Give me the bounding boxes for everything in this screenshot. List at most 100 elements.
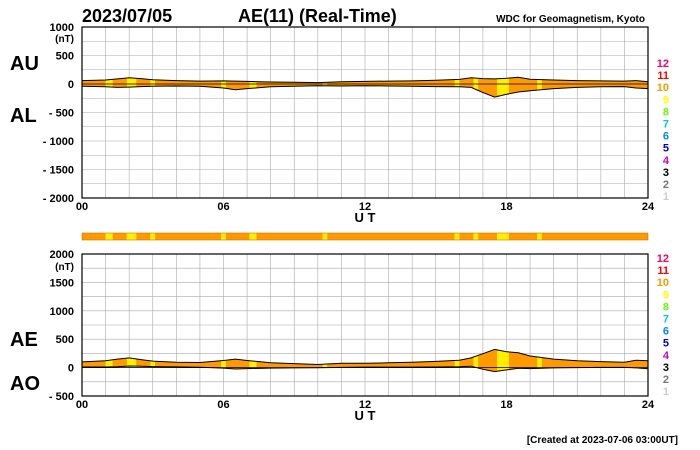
activity-strip-segment: [150, 233, 156, 240]
bottom-panel-x-tick-label: 18: [500, 399, 512, 411]
top-panel-band-highlight: [221, 80, 226, 88]
unit-label-bottom: (nT): [55, 262, 74, 273]
top-scale-label: 3: [663, 167, 669, 179]
bottom-panel-series-line-ao: [82, 365, 649, 373]
ao-label: AO: [10, 373, 40, 395]
bottom-scale-label: 12: [657, 253, 669, 265]
top-panel-band-highlight: [150, 79, 156, 87]
top-panel-y-tick-label: 500: [56, 51, 74, 63]
top-panel-x-tick-label: 00: [76, 201, 88, 213]
top-panel-y-tick-label: 0: [68, 79, 74, 91]
top-panel-series-line-au: [81, 76, 649, 84]
top-scale-label: 5: [663, 143, 669, 155]
activity-strip-segment: [537, 233, 542, 240]
top-panel-band-highlight: [249, 81, 257, 89]
top-panel-y-tick-label: - 2000: [43, 193, 74, 205]
bottom-panel-band-highlight: [105, 360, 113, 367]
bottom-panel-frame: [81, 253, 649, 397]
bottom-scale-label: 2: [663, 374, 669, 386]
unit-label-top: (nT): [55, 34, 74, 45]
bottom-scale-label: 10: [657, 277, 669, 289]
bottom-panel-y-tick-label: 0: [68, 363, 74, 375]
top-panel-y-tick-label: - 1500: [43, 165, 74, 177]
activity-strip-segment: [478, 233, 498, 240]
activity-strip-segment: [112, 233, 127, 240]
bottom-panel-band-highlight: [221, 360, 226, 369]
activity-strip-segment: [327, 233, 455, 240]
top-panel-y-tick-label: - 1000: [43, 136, 74, 148]
top-panel-band-highlight: [105, 79, 113, 88]
activity-strip-segment: [126, 233, 137, 240]
bottom-panel-band-highlight: [249, 361, 257, 369]
bottom-panel-x-tick-label: 00: [76, 399, 88, 411]
top-panel-band-highlight: [126, 77, 137, 88]
top-panel-x-tick-label: 24: [642, 201, 655, 213]
top-scale-label: 4: [663, 155, 670, 167]
top-scale-label: 6: [663, 131, 669, 143]
bottom-scale-label: 7: [663, 314, 669, 326]
top-scale-label: 12: [657, 58, 669, 70]
x-axis-label-bottom: U T: [355, 408, 376, 423]
bottom-panel-band-highlight: [473, 356, 479, 368]
activity-strip-segment: [221, 233, 226, 240]
top-scale-label: 7: [663, 119, 669, 131]
date-label: 2023/07/05: [82, 6, 172, 26]
activity-strip-segment: [225, 233, 250, 240]
activity-strip-segment: [459, 233, 474, 240]
top-panel-series-line-al: [81, 85, 649, 98]
top-panel-x-tick-label: 06: [217, 201, 229, 213]
bottom-scale-label: 3: [663, 362, 669, 374]
top-panel-band-highlight: [497, 78, 509, 96]
activity-strip-segment: [473, 233, 479, 240]
bottom-panel-band-highlight: [537, 357, 542, 369]
top-panel-frame: [81, 26, 649, 199]
top-scale-label: 2: [663, 179, 669, 191]
bottom-panel-band-highlight: [126, 358, 137, 367]
bottom-panel-y-tick-label: 2000: [50, 249, 74, 261]
x-axis-label-top: U T: [355, 210, 376, 225]
top-panel-x-tick-label: 12: [359, 201, 371, 213]
bottom-scale-label: 4: [663, 350, 670, 362]
activity-strip-segment: [497, 233, 509, 240]
top-scale-label: 8: [663, 106, 669, 118]
activity-strip-segment: [82, 233, 106, 240]
bottom-panel-series-line-ae: [81, 348, 649, 366]
bottom-scale-label: 1: [663, 386, 669, 398]
bottom-panel-band-highlight: [497, 351, 509, 371]
activity-strip-segment: [249, 233, 257, 240]
activity-strip-frame: [81, 232, 649, 241]
bottom-panel-x-tick-label: 24: [642, 399, 655, 411]
top-panel-band-highlight: [454, 79, 460, 87]
source-label: WDC for Geomagnetism, Kyoto: [496, 14, 645, 25]
bottom-panel-band-highlight: [454, 360, 460, 367]
activity-strip-segment: [105, 233, 113, 240]
bottom-scale-label: 9: [663, 289, 669, 301]
bottom-panel-x-tick-label: 06: [217, 399, 229, 411]
top-panel-x-tick-label: 18: [500, 201, 512, 213]
activity-strip-segment: [322, 233, 328, 240]
bottom-panel-y-tick-label: 1000: [50, 306, 74, 318]
chart-title: AE(11) (Real-Time): [238, 6, 397, 26]
bottom-scale-label: 5: [663, 338, 669, 350]
al-label: AL: [10, 105, 37, 127]
ae-label: AE: [10, 329, 38, 351]
top-panel-y-tick-label: 1000: [50, 22, 74, 34]
top-panel-band-highlight: [537, 79, 542, 90]
bottom-scale-label: 11: [657, 265, 669, 277]
top-scale-label: 1: [663, 191, 669, 203]
activity-strip-segment: [136, 233, 151, 240]
activity-strip-segment: [155, 233, 222, 240]
bottom-panel-band-highlight: [150, 361, 156, 367]
bottom-panel-band-highlight: [322, 364, 328, 368]
bottom-panel-y-tick-label: 1500: [50, 277, 74, 289]
bottom-panel-x-tick-label: 12: [359, 399, 371, 411]
bottom-panel-y-tick-label: 500: [56, 334, 74, 346]
created-timestamp: [Created at 2023-07-06 03:00UT]: [527, 435, 678, 446]
activity-strip-segment: [508, 233, 538, 240]
bottom-scale-label: 6: [663, 326, 669, 338]
top-panel-y-tick-label: - 500: [49, 108, 74, 120]
bottom-scale-label: 8: [663, 301, 669, 313]
top-scale-label: 9: [663, 94, 669, 106]
